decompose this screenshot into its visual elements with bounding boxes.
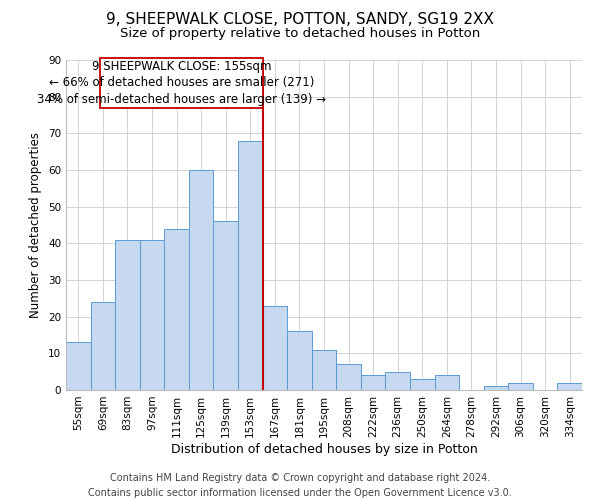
Bar — [508, 382, 533, 390]
Bar — [336, 364, 361, 390]
Bar — [410, 379, 434, 390]
Bar — [189, 170, 214, 390]
Text: Contains HM Land Registry data © Crown copyright and database right 2024.
Contai: Contains HM Land Registry data © Crown c… — [88, 472, 512, 498]
Bar — [164, 228, 189, 390]
Text: 34% of semi-detached houses are larger (139) →: 34% of semi-detached houses are larger (… — [37, 93, 326, 106]
Bar — [214, 222, 238, 390]
Bar — [385, 372, 410, 390]
Text: ← 66% of detached houses are smaller (271): ← 66% of detached houses are smaller (27… — [49, 76, 314, 90]
Bar — [361, 376, 385, 390]
Bar — [140, 240, 164, 390]
Bar — [263, 306, 287, 390]
Bar — [238, 140, 263, 390]
Bar — [484, 386, 508, 390]
Bar — [434, 376, 459, 390]
Bar — [287, 332, 312, 390]
Bar — [557, 382, 582, 390]
Bar — [312, 350, 336, 390]
Bar — [66, 342, 91, 390]
Bar — [115, 240, 140, 390]
FancyBboxPatch shape — [100, 58, 263, 108]
Text: 9 SHEEPWALK CLOSE: 155sqm: 9 SHEEPWALK CLOSE: 155sqm — [92, 60, 271, 73]
Text: 9, SHEEPWALK CLOSE, POTTON, SANDY, SG19 2XX: 9, SHEEPWALK CLOSE, POTTON, SANDY, SG19 … — [106, 12, 494, 28]
Bar — [91, 302, 115, 390]
X-axis label: Distribution of detached houses by size in Potton: Distribution of detached houses by size … — [170, 442, 478, 456]
Text: Size of property relative to detached houses in Potton: Size of property relative to detached ho… — [120, 28, 480, 40]
Y-axis label: Number of detached properties: Number of detached properties — [29, 132, 43, 318]
